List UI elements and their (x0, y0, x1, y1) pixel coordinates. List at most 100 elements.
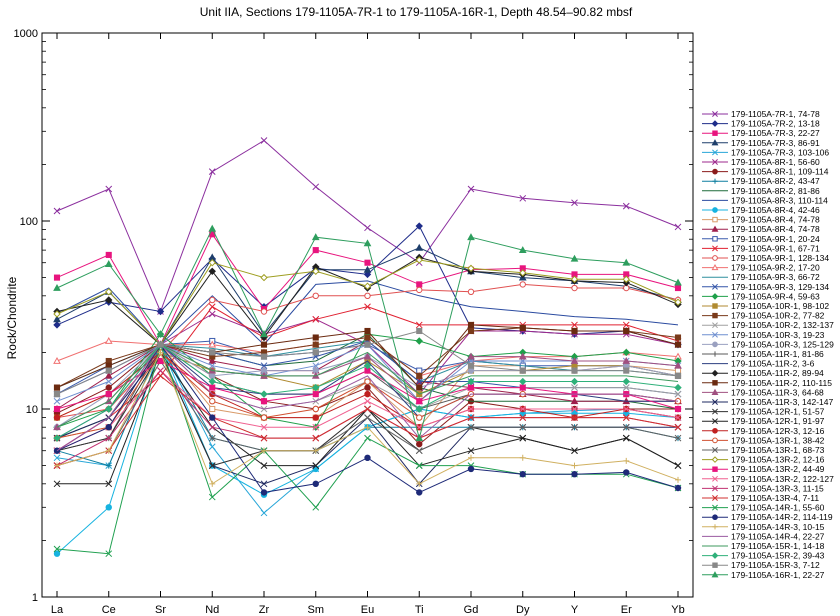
data-point (571, 384, 578, 391)
data-point (312, 434, 320, 442)
legend-label: 179-1105A-7R-3, 86-91 (731, 138, 820, 148)
data-point (312, 480, 319, 488)
legend-item: 179-1105A-13R-1, 68-73 (702, 445, 825, 455)
data-point (712, 159, 718, 165)
data-point (467, 367, 475, 374)
data-point (157, 357, 164, 365)
legend-label: 179-1105A-15R-1, 14-18 (731, 541, 825, 551)
legend-label: 179-1105A-11R-2, 89-94 (731, 368, 824, 378)
data-point (105, 288, 113, 296)
data-point (519, 367, 526, 374)
x-tick-label: Eu (361, 604, 374, 616)
legend-item: 179-1105A-10R-2, 132-137 (702, 320, 834, 330)
data-point (623, 327, 630, 335)
data-point (711, 139, 719, 146)
legend-label: 179-1105A-9R-4, 59-63 (731, 291, 820, 301)
data-point (519, 454, 526, 461)
legend-item: 179-1105A-10R-3, 125-129 (702, 339, 834, 349)
data-point (674, 334, 682, 341)
data-point (712, 236, 718, 242)
data-point (260, 390, 268, 398)
legend-label: 179-1105A-11R-3, 142-147 (731, 397, 834, 407)
data-point (209, 296, 216, 304)
data-point (208, 267, 216, 276)
legend-item: 179-1105A-12R-1, 51-57 (702, 407, 825, 417)
legend-label: 179-1105A-7R-1, 74-78 (731, 109, 820, 119)
legend-label: 179-1105A-9R-2, 17-20 (731, 263, 820, 273)
data-point (260, 362, 268, 370)
data-point (518, 352, 527, 360)
data-point (712, 149, 718, 156)
data-point (105, 362, 112, 369)
data-point (712, 351, 718, 357)
data-point (570, 377, 579, 386)
data-point (105, 462, 112, 469)
legend-item: 179-1105A-11R-3, 142-147 (702, 397, 834, 407)
data-point (156, 307, 165, 316)
data-point (712, 207, 718, 213)
data-point (712, 399, 718, 405)
data-point (312, 414, 319, 421)
y-axis-label: Rock/Chondrite (5, 276, 19, 359)
data-point (208, 362, 216, 370)
data-point (712, 341, 718, 348)
data-point (674, 278, 682, 286)
legend-label: 179-1105A-7R-2, 13-18 (731, 119, 820, 129)
data-point (312, 315, 320, 323)
data-point (712, 283, 718, 290)
data-point (157, 372, 164, 380)
data-point (622, 348, 630, 357)
data-point (53, 284, 61, 291)
data-point (208, 462, 216, 469)
legend-item: 179-1105A-8R-4, 74-78 (702, 215, 820, 225)
data-point (208, 493, 216, 501)
data-point (467, 384, 475, 391)
legend-item: 179-1105A-15R-1, 14-18 (702, 541, 825, 551)
legend-label: 179-1105A-10R-3, 19-23 (731, 330, 825, 340)
data-point (104, 371, 113, 379)
data-point (363, 265, 372, 273)
x-tick-label: Dy (516, 604, 530, 616)
data-point (674, 361, 682, 369)
data-point (53, 454, 61, 462)
legend-label: 179-1105A-8R-2, 81-86 (731, 186, 820, 196)
data-point (415, 222, 423, 230)
axes-layer: 1 10 100 1000 La Ce Sr Nd Zr Sm Eu Ti Gd Dy Y Er Yb (14, 28, 693, 616)
data-point (622, 384, 630, 391)
data-point (518, 246, 527, 254)
data-point (622, 321, 630, 329)
legend-item: 179-1105A-7R-1, 74-78 (702, 109, 820, 119)
data-point (312, 292, 319, 300)
series-group (53, 327, 682, 398)
legend-item: 179-1105A-14R-3, 10-15 (702, 522, 825, 532)
legend-item: 179-1105A-11R-2, 89-94 (702, 368, 824, 378)
data-point (622, 202, 630, 210)
data-point (260, 480, 268, 488)
data-point (415, 462, 423, 469)
data-point (674, 298, 682, 306)
data-point (54, 462, 60, 469)
data-point (208, 168, 216, 176)
y-tick-label: 1000 (14, 28, 38, 40)
data-point (312, 391, 319, 398)
data-point (467, 377, 475, 386)
legend-item: 179-1105A-7R-3, 22-27 (702, 128, 820, 138)
legend-item: 179-1105A-8R-1, 109-114 (702, 167, 829, 177)
x-tick-label: La (51, 604, 64, 616)
legend-item: 179-1105A-11R-2, 3-6 (702, 359, 815, 369)
data-point (674, 414, 682, 421)
data-point (622, 423, 630, 431)
data-point (364, 259, 371, 266)
legend-item: 179-1105A-7R-3, 86-91 (702, 138, 820, 148)
data-point (674, 341, 682, 348)
legend-label: 179-1105A-10R-2, 132-137 (731, 320, 834, 330)
data-point (712, 418, 718, 425)
data-point (312, 362, 320, 370)
data-point (674, 434, 682, 442)
data-point (622, 356, 631, 364)
legend-label: 179-1105A-13R-3, 11-15 (731, 483, 824, 493)
data-point (415, 434, 424, 442)
y-tick-label: 100 (20, 216, 38, 228)
legend-label: 179-1105A-8R-2, 43-47 (731, 176, 820, 186)
legend-item: 179-1105A-9R-3, 66-72 (702, 272, 820, 282)
